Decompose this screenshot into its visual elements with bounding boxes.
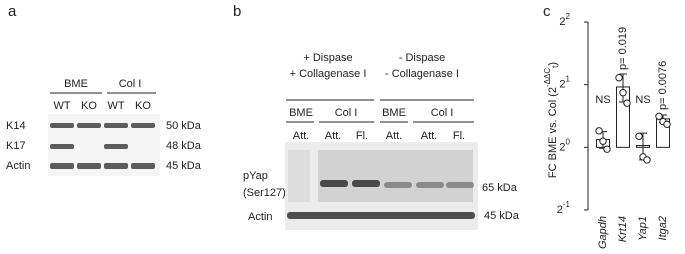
annotation: NS xyxy=(635,94,650,106)
group-label: Col I xyxy=(431,107,454,119)
lane-label: Att. xyxy=(421,130,438,142)
group-label: BME xyxy=(382,107,406,119)
y-tick-exponent: 1 xyxy=(566,75,571,84)
y-tick-exponent: 2 xyxy=(566,12,571,21)
annotation: NS xyxy=(595,94,610,106)
lane-label: Att. xyxy=(325,130,342,142)
lane-label: WT xyxy=(53,100,70,112)
lane-label: Att. xyxy=(386,130,403,142)
row-label: Actin xyxy=(6,160,30,172)
panel-letter: a xyxy=(8,3,17,20)
size-label: 45 kDa xyxy=(166,160,202,172)
y-label-close: ) xyxy=(547,62,559,66)
x-tick-label: Gapdh xyxy=(597,216,609,249)
data-point xyxy=(655,112,663,120)
y-tick-base: 2 xyxy=(559,141,565,153)
y-axis-label: FC BME vs. Col (2-ΔΔCt) xyxy=(543,62,560,178)
blot xyxy=(285,142,478,230)
lane-label: Fl. xyxy=(356,130,368,142)
x-tick-label: Itga2 xyxy=(657,216,669,240)
size-label: 48 kDa xyxy=(166,140,202,152)
y-tick-base: 2 xyxy=(559,16,565,28)
data-point xyxy=(663,120,671,129)
group-label: Col I xyxy=(119,78,142,90)
annotation: p= 0.019 xyxy=(617,27,629,70)
y-tick-base: 2 xyxy=(559,79,565,91)
data-point xyxy=(635,132,643,140)
y-label-sup: -ΔΔC xyxy=(543,68,552,87)
row-label: Actin xyxy=(248,211,272,223)
condition-label: + Collagenase I xyxy=(290,68,367,80)
group-label: BME xyxy=(289,107,313,119)
row-label: (Ser127) xyxy=(243,187,286,199)
x-tick-label: Yap1 xyxy=(637,216,649,241)
lane-label: Att. xyxy=(293,130,310,142)
lane-label: Fl. xyxy=(453,130,465,142)
y-tick-exponent: -1 xyxy=(563,200,571,209)
blot xyxy=(48,114,160,176)
y-tick-base: 2 xyxy=(557,204,563,216)
lane-label: KO xyxy=(135,100,151,112)
y-label-text: FC BME vs. Col (2 xyxy=(547,87,559,178)
data-point xyxy=(623,99,631,107)
x-tick-label: Krt14 xyxy=(617,216,629,242)
condition-label: - Dispase xyxy=(399,52,445,64)
data-point xyxy=(643,156,651,164)
group-label: Col I xyxy=(335,107,358,119)
lane-label: KO xyxy=(81,100,97,112)
y-tick-label: 22 xyxy=(559,12,570,28)
size-label: 65 kDa xyxy=(482,182,518,194)
y-tick-label: 2-1 xyxy=(557,200,571,216)
annotation: p= 0.0076 xyxy=(657,61,669,110)
data-point xyxy=(615,74,623,82)
row-label: pYap xyxy=(243,170,268,182)
size-label: 50 kDa xyxy=(166,120,202,132)
lane-label: WT xyxy=(107,100,124,112)
data-point xyxy=(619,88,627,97)
y-tick-label: 20 xyxy=(559,137,570,153)
row-label: K17 xyxy=(6,140,26,152)
data-point xyxy=(599,137,607,145)
row-label: K14 xyxy=(6,120,26,132)
condition-label: - Collagenase I xyxy=(385,68,459,80)
size-label: 45 kDa xyxy=(484,210,520,222)
panel-letter: b xyxy=(233,3,241,20)
condition-label: + Dispase xyxy=(303,52,352,64)
y-label-sub: t xyxy=(551,65,560,68)
data-point xyxy=(595,127,603,135)
group-label: BME xyxy=(64,78,88,90)
data-point xyxy=(603,145,611,153)
y-tick-exponent: 0 xyxy=(566,137,571,146)
panel-letter: c xyxy=(543,3,551,20)
y-tick-label: 21 xyxy=(559,75,570,91)
